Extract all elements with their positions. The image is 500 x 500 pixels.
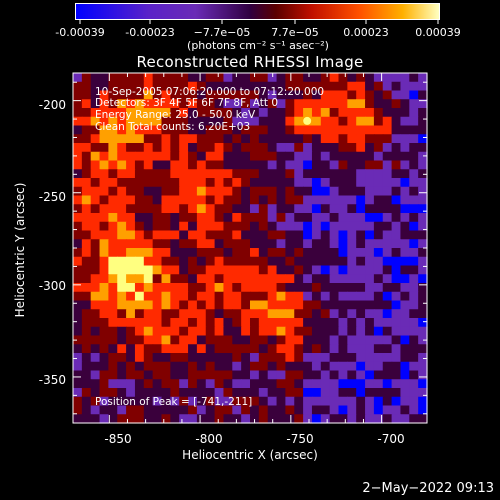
colorbar-tick-label: 0.00023 bbox=[343, 26, 389, 39]
y-axis-label: Heliocentric Y (arcsec) bbox=[13, 182, 27, 318]
annotation-clean: Clean Total counts: 6.20E+03 bbox=[95, 121, 251, 133]
annotation-energy: Energy Range: 25.0 - 50.0 keV bbox=[95, 109, 256, 121]
colorbar-tick-label: -0.00023 bbox=[125, 26, 175, 39]
colorbar-tick-label: 0.00039 bbox=[415, 26, 461, 39]
colorbar-tick-label: −7.7e−05 bbox=[193, 26, 251, 39]
annotation-detectors: Detectors: 3F 4F 5F 6F 7F 8F, Att 0 bbox=[95, 97, 279, 109]
chart-title: Reconstructed RHESSI Image bbox=[136, 53, 364, 71]
y-tick-label: -200 bbox=[38, 98, 66, 112]
x-axis-label: Heliocentric X (arcsec) bbox=[182, 448, 318, 462]
heatmap-image bbox=[73, 73, 428, 424]
colorbar bbox=[75, 3, 440, 20]
colorbar-tick-label: 7.7e−05 bbox=[271, 26, 319, 39]
annotation-time: 10-Sep-2005 07:06:20.000 to 07:12:20.000 bbox=[95, 86, 325, 98]
y-tick-label: -350 bbox=[38, 373, 66, 387]
footer-timestamp: 2−May−2022 09:13 bbox=[362, 481, 494, 496]
y-tick-label: -300 bbox=[38, 279, 66, 293]
x-tick-label: -750 bbox=[286, 432, 314, 446]
x-tick-label: -850 bbox=[104, 432, 132, 446]
x-tick-label: -700 bbox=[377, 432, 405, 446]
peak-position-label: Position of Peak = [-741,-211] bbox=[95, 396, 253, 408]
colorbar-units: (photons cm⁻² s⁻¹ asec⁻²) bbox=[187, 39, 329, 52]
colorbar-tick-label: -0.00039 bbox=[55, 26, 105, 39]
x-tick-label: -800 bbox=[195, 432, 223, 446]
peak-marker bbox=[303, 116, 312, 125]
y-tick-label: -250 bbox=[38, 190, 66, 204]
